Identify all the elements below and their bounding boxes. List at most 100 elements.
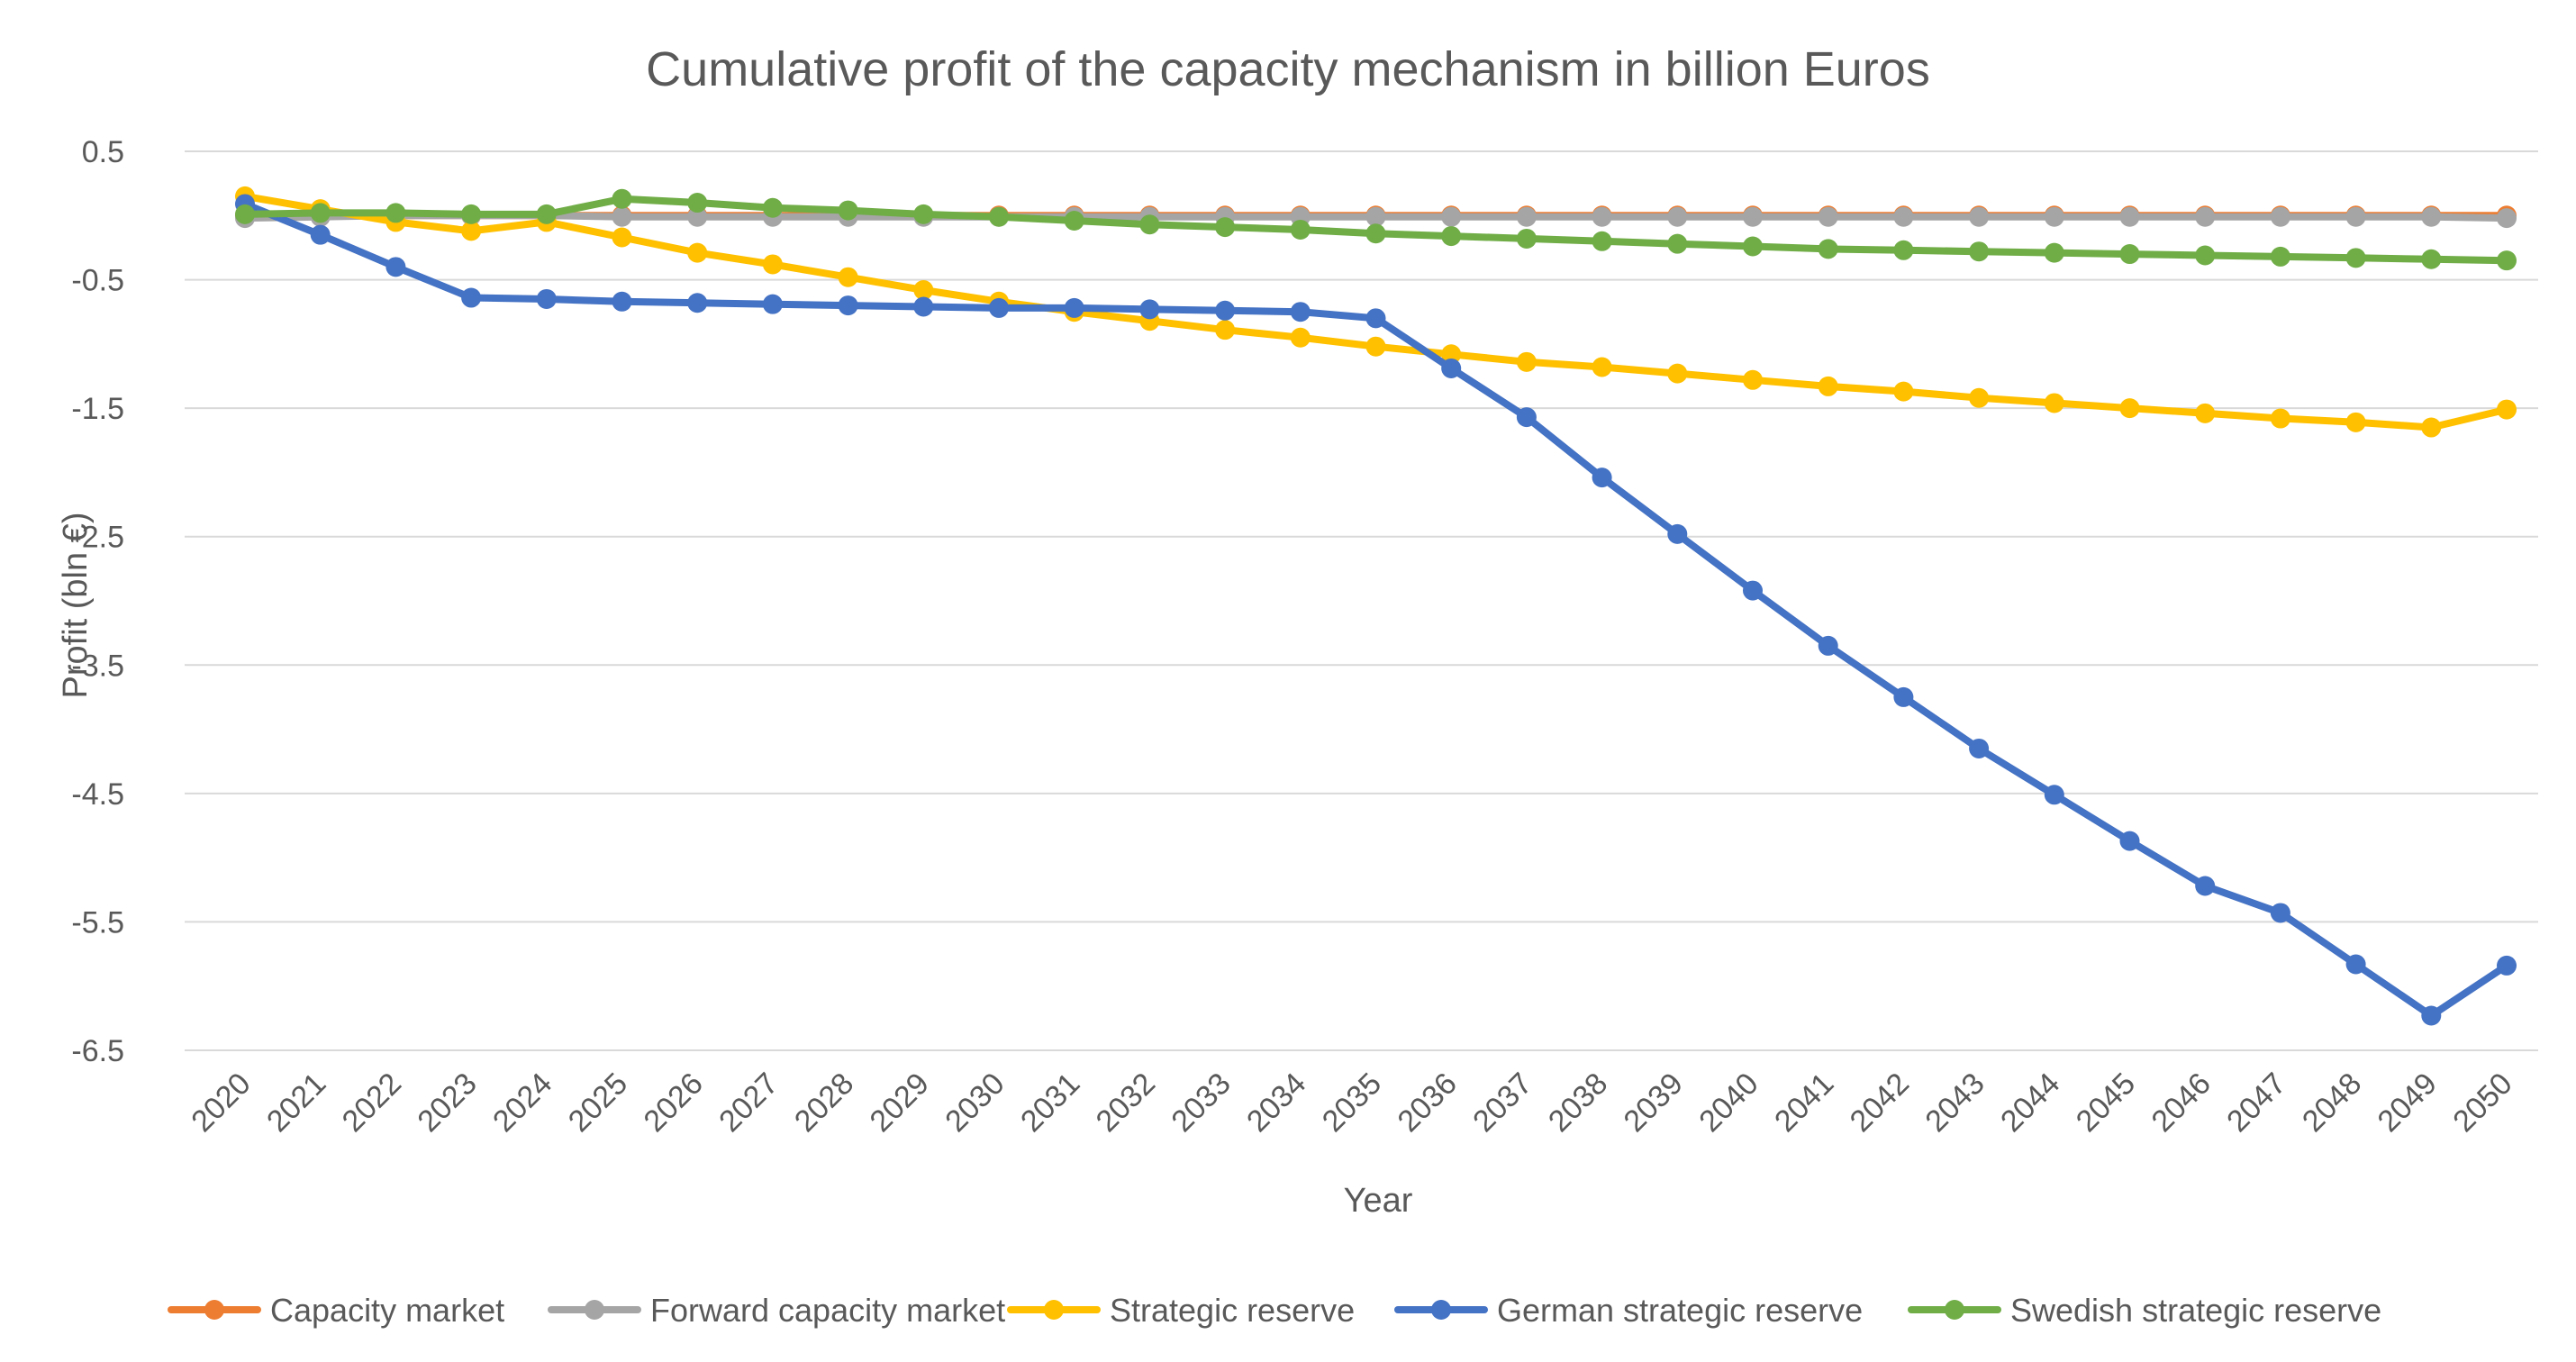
x-tick-label: 2026	[638, 1067, 710, 1139]
data-point	[687, 293, 708, 313]
y-tick-label: -6.5	[71, 1034, 124, 1068]
data-point	[2270, 903, 2290, 923]
data-point	[2195, 876, 2216, 896]
x-tick-label: 2020	[185, 1067, 257, 1139]
series-group	[235, 194, 2517, 1026]
data-point	[461, 221, 482, 241]
data-point	[989, 206, 1009, 227]
x-tick-label: 2036	[1392, 1067, 1464, 1139]
data-point	[2421, 249, 2442, 269]
data-point	[310, 224, 331, 245]
x-tick-label: 2032	[1090, 1067, 1162, 1139]
data-point	[1441, 344, 1462, 365]
data-point	[1516, 228, 1537, 249]
data-point	[1893, 240, 1914, 260]
data-point	[1290, 219, 1311, 240]
legend-label: Swedish strategic reserve	[2010, 1292, 2381, 1329]
x-tick-label: 2044	[1994, 1067, 2066, 1139]
data-point	[461, 204, 482, 224]
x-tick-label: 2024	[486, 1067, 558, 1139]
data-point	[1743, 206, 1763, 227]
data-point	[2119, 244, 2140, 265]
x-tick-label: 2040	[1692, 1067, 1764, 1139]
data-point	[1893, 206, 1914, 227]
x-tick-label: 2029	[864, 1067, 936, 1139]
data-point	[310, 203, 331, 223]
legend-marker	[1945, 1300, 1964, 1320]
x-tick-label: 2031	[1014, 1067, 1086, 1139]
y-tick-label: -4.5	[71, 777, 124, 812]
data-point	[687, 242, 708, 263]
x-tick-label: 2041	[1768, 1067, 1840, 1139]
x-tick-label: 2030	[939, 1067, 1011, 1139]
data-point	[612, 291, 632, 312]
legend-marker	[1431, 1300, 1451, 1320]
data-point	[1743, 369, 1763, 390]
data-point	[1818, 376, 1838, 396]
x-tick-label: 2045	[2070, 1067, 2142, 1139]
data-point	[913, 279, 934, 300]
data-point	[1893, 686, 1914, 707]
data-point	[1667, 233, 1688, 254]
y-tick-label: 0.5	[82, 135, 124, 169]
chart-title: Cumulative profit of the capacity mechan…	[646, 42, 1930, 96]
x-tick-label: 2039	[1618, 1067, 1690, 1139]
data-point	[989, 297, 1009, 318]
data-point	[1290, 327, 1311, 348]
data-point	[913, 204, 934, 224]
y-tick-label: -2.5	[71, 521, 124, 555]
data-point	[612, 206, 632, 227]
data-point	[385, 257, 406, 277]
data-point	[1441, 226, 1462, 247]
data-point	[1215, 320, 1236, 340]
legend-marker	[585, 1300, 604, 1320]
data-point	[461, 287, 482, 308]
data-point	[838, 295, 858, 316]
data-point	[2119, 831, 2140, 851]
data-point	[2044, 785, 2064, 805]
y-tick-label: -5.5	[71, 905, 124, 940]
data-point	[2345, 412, 2366, 432]
data-point	[2044, 206, 2064, 227]
data-point	[687, 206, 708, 227]
data-point	[1290, 302, 1311, 322]
data-point	[2044, 393, 2064, 413]
x-tick-label: 2048	[2296, 1067, 2368, 1139]
y-tick-label: -3.5	[71, 649, 124, 683]
data-point	[2119, 206, 2140, 227]
data-point	[1516, 351, 1537, 372]
data-point	[2497, 208, 2517, 229]
data-point	[1667, 206, 1688, 227]
data-point	[2270, 206, 2290, 227]
data-point	[687, 193, 708, 213]
data-point	[2119, 398, 2140, 419]
legend-marker	[204, 1300, 224, 1320]
x-tick-label: 2034	[1240, 1067, 1312, 1139]
data-point	[2270, 246, 2290, 267]
data-point	[1592, 231, 1612, 251]
legend-marker	[1044, 1300, 1064, 1320]
data-point	[2345, 954, 2366, 975]
legend-label: Capacity market	[270, 1292, 504, 1329]
data-point	[1215, 217, 1236, 238]
x-tick-label: 2047	[2220, 1067, 2292, 1139]
gridlines	[185, 150, 2538, 1051]
x-tick-label: 2027	[712, 1067, 785, 1139]
x-tick-label: 2022	[336, 1067, 408, 1139]
data-point	[1365, 223, 1386, 244]
data-point	[1365, 336, 1386, 357]
x-tick-label: 2021	[260, 1067, 332, 1139]
x-tick-label: 2043	[1918, 1067, 1991, 1139]
data-point	[2195, 245, 2216, 266]
data-point	[1667, 523, 1688, 544]
data-point	[1969, 241, 1990, 262]
data-point	[2421, 417, 2442, 438]
data-point	[2421, 1005, 2442, 1026]
data-point	[1743, 236, 1763, 257]
x-axis-ticks: 2020 2021 2022 2023 2024 2025 2026 2027 2028 2029…	[185, 1067, 2518, 1139]
data-point	[1592, 357, 1612, 377]
data-point	[1064, 297, 1084, 318]
data-point	[1365, 206, 1386, 227]
